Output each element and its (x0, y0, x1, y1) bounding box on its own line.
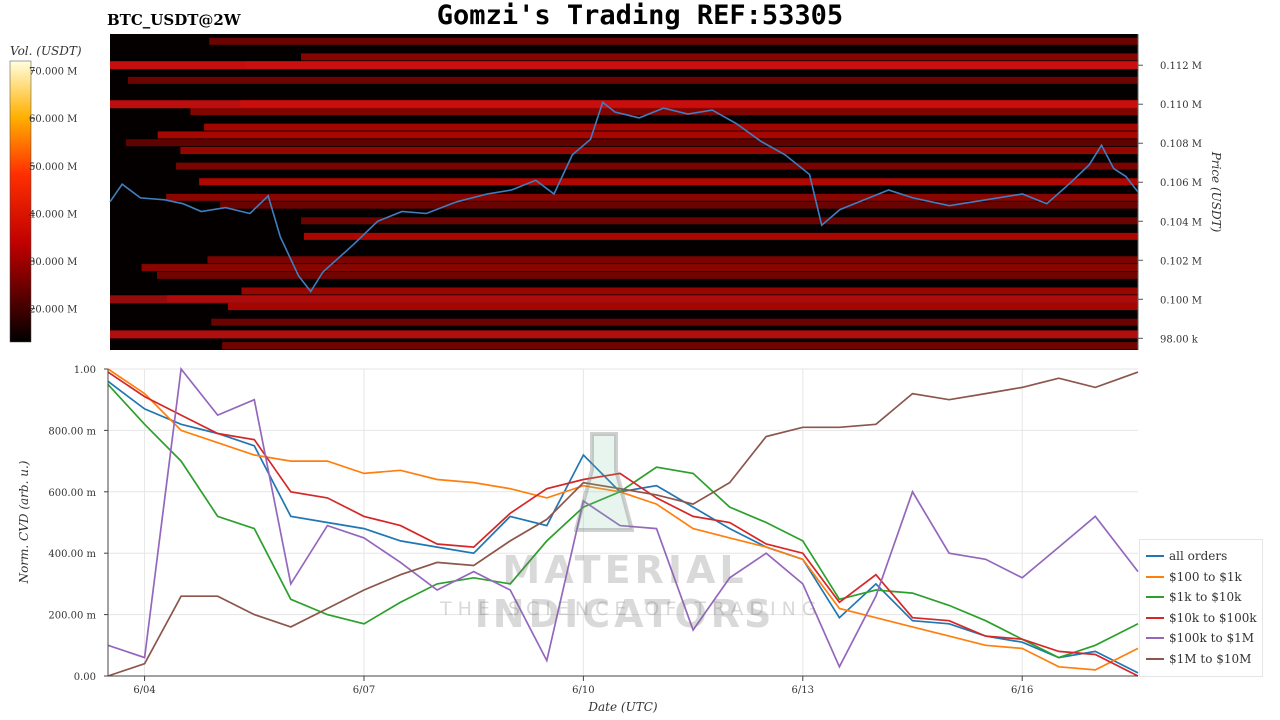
cvd-x-tick-label: 6/13 (792, 685, 814, 696)
cvd-background (108, 369, 1138, 676)
colorbar-tick-label: 50.000 M (29, 162, 77, 173)
legend-item[interactable]: $100k to $1M (1146, 628, 1254, 648)
legend-label: $1M to $10M (1169, 651, 1252, 666)
legend-item[interactable]: all orders (1146, 546, 1227, 566)
heatmap-band (110, 61, 1138, 70)
legend-swatch (1146, 555, 1164, 557)
cvd-x-tick-label: 6/07 (353, 685, 375, 696)
cvd-x-axis-title: Date (UTC) (587, 700, 657, 714)
legend-swatch (1146, 616, 1164, 619)
cvd-series-line (107, 371, 1139, 677)
legend-label: $100k to $1M (1169, 631, 1255, 645)
heatmap-band (301, 53, 1139, 61)
colorbar-label: Vol. (USDT) (10, 44, 82, 58)
heatmap-y-axis-title: Price (USDT) (1209, 151, 1223, 233)
legend-item[interactable]: $1k to $10k (1146, 587, 1241, 607)
legend-item[interactable]: $1M to $10M (1146, 649, 1251, 669)
heatmap-panel: 98.00 k 0.100 M 0.102 M 0.104 M 0.106 M 0.108… (109, 34, 1223, 350)
heatmap-band (222, 342, 1138, 350)
colorbar: Vol. (USDT) 20.000 M 30.000 M 40.000 M 50.0… (9, 44, 82, 343)
cvd-y-tick-label: 0.00 (74, 672, 96, 683)
heatmap-band (110, 100, 1138, 109)
legend-swatch (1146, 575, 1164, 578)
legend-label: $100 to $1k (1169, 569, 1242, 584)
heatmap-band (128, 76, 1139, 84)
legend-label: $1k to $10k (1169, 590, 1242, 604)
heatmap-band (301, 217, 1138, 225)
cvd-x-tick-label: 6/04 (133, 685, 155, 696)
colorbar-gradient (9, 60, 32, 343)
cvd-series-line (107, 366, 1139, 669)
heatmap-y-tick-label: 0.110 M (1160, 100, 1202, 111)
legend-item[interactable]: $100 to $1k (1146, 567, 1242, 587)
pair-label: BTC_USDT@2W (107, 11, 241, 29)
heatmap-band (157, 271, 1138, 279)
heatmap-band (227, 303, 1138, 311)
heatmap-band (157, 131, 1139, 139)
heatmap-band (241, 287, 1138, 295)
legend: all orders $100 to $1k $1k to $10k $10k to … (1139, 539, 1263, 677)
heatmap-band (207, 256, 1139, 264)
colorbar-tick-label: 30.000 M (29, 257, 77, 268)
cvd-panel: 0.00 200.00 m 400.00 m 600.00 m 800.00 m 1.00… (17, 365, 1139, 714)
cvd-y-tick-label: 800.00 m (48, 426, 96, 437)
legend-item[interactable]: $10k to $100k (1146, 608, 1257, 628)
cvd-y-tick-label: 400.00 m (48, 549, 96, 560)
legend-label: $10k to $100k (1169, 610, 1257, 625)
colorbar-tick-label: 60.000 M (29, 114, 77, 125)
colorbar-tick-label: 70.000 M (29, 67, 77, 78)
cvd-y-tick-label: 200.00 m (48, 611, 96, 622)
heatmap-y-tick-label: 0.102 M (1160, 256, 1202, 267)
cvd-series-line (107, 371, 1139, 677)
cvd-y-tick-label: 1.00 (74, 365, 96, 376)
heatmap-band (220, 201, 1138, 209)
heatmap-y-tick-label: 0.108 M (1160, 139, 1202, 150)
legend-swatch (1146, 596, 1164, 598)
cvd-y-tick-label: 600.00 m (48, 488, 96, 499)
heatmap-band (166, 193, 1138, 201)
legend-swatch (1146, 657, 1164, 660)
cvd-x-tick-label: 6/10 (572, 685, 594, 696)
chart-title: Gomzi's Trading REF:53305 (436, 0, 844, 31)
heatmap-band (141, 264, 1138, 272)
legend-label: all orders (1169, 549, 1228, 563)
cvd-y-axis-title: Norm. CVD (arb. u.) (17, 460, 31, 584)
heatmap-band (176, 162, 1139, 170)
legend-swatch (1146, 637, 1164, 639)
heatmap-band (199, 178, 1138, 186)
heatmap-band (190, 108, 1138, 116)
heatmap-y-tick-label: 98.00 k (1160, 334, 1199, 345)
heatmap-band (110, 330, 1138, 339)
heatmap-band (180, 147, 1139, 155)
heatmap-band (110, 295, 1138, 304)
heatmap-band (209, 37, 1138, 45)
colorbar-tick-label: 40.000 M (29, 209, 77, 220)
heatmap-band (303, 232, 1139, 240)
cvd-x-tick-label: 6/16 (1011, 685, 1033, 696)
cvd-series-line (107, 383, 1139, 659)
heatmap-band (204, 123, 1139, 131)
heatmap-band (125, 139, 1139, 147)
heatmap-y-tick-label: 0.104 M (1160, 217, 1202, 228)
heatmap-y-tick-label: 0.112 M (1160, 61, 1202, 72)
heatmap-y-tick-label: 0.106 M (1160, 178, 1202, 189)
heatmap-band (211, 318, 1138, 326)
colorbar-tick-label: 20.000 M (29, 305, 77, 316)
price-line (109, 100, 1139, 293)
heatmap-y-tick-label: 0.100 M (1160, 295, 1202, 306)
